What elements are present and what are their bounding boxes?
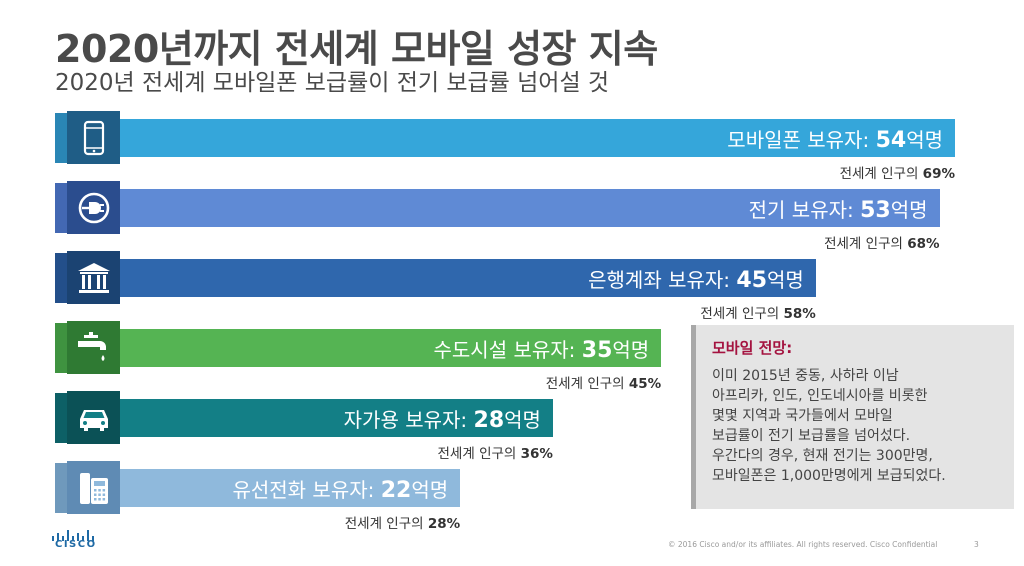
bar-unit-label: 억명 [906, 127, 943, 152]
bar-accent-band [55, 183, 67, 233]
population-share-prefix: 전세계 인구의 [824, 236, 908, 252]
population-share-value: 68% [907, 236, 940, 252]
cisco-wordmark: CISCO [55, 539, 97, 550]
page-subtitle: 2020년 전세계 모바일폰 보급률이 전기 보급률 넘어설 것 [55, 70, 610, 96]
outlook-line: 모바일폰은 1,000만명에게 보급되었다. [712, 468, 946, 484]
bar-data-label: 자가용 보유자: 28억명 [344, 404, 541, 433]
page-title: 2020년까지 전세계 모바일 성장 지속 [55, 27, 658, 71]
population-share-prefix: 전세계 인구의 [700, 306, 784, 322]
outlook-line: 우간다의 경우, 현재 전기는 300만명, [712, 448, 933, 464]
bar-value-label: 28 [473, 407, 505, 433]
population-share-label: 전세계 인구의 68% [640, 232, 940, 252]
bar-value-label: 35 [581, 337, 613, 363]
bar-accent-band [55, 113, 67, 163]
car-icon [79, 409, 108, 431]
population-share-value: 45% [628, 376, 662, 392]
outlook-box: 모바일 전망: 이미 2015년 중동, 사하라 이남 아프리카, 인도, 인도… [691, 325, 1014, 509]
outlook-line: 이미 2015년 중동, 사하라 이남 [712, 368, 899, 384]
bar-data-label: 유선전화 보유자: 22억명 [232, 474, 448, 503]
bar-mark: 자가용 보유자: 28억명 [120, 399, 553, 437]
bar-accent-band [55, 393, 67, 443]
bar-data-label: 전기 보유자: 53억명 [749, 194, 928, 223]
population-share-value: 36% [520, 446, 553, 462]
bar-accent-band [55, 323, 67, 373]
bar-category-label: 은행계좌 보유자: [588, 267, 737, 292]
bar-unit-label: 억명 [890, 197, 928, 222]
bar-mark: 수도시설 보유자: 35억명 [120, 329, 662, 367]
bar-unit-label: 억명 [504, 407, 541, 432]
category-icon-box [67, 111, 120, 164]
population-share-label: 전세계 인구의 69% [655, 162, 955, 182]
bar-unit-label: 억명 [411, 477, 449, 502]
population-share-prefix: 전세계 인구의 [839, 166, 923, 182]
outlook-title: 모바일 전망: [712, 339, 793, 357]
bar-mark: 전기 보유자: 53억명 [120, 189, 940, 227]
population-share-label: 전세계 인구의 28% [160, 512, 460, 532]
bar-value-label: 45 [736, 267, 768, 293]
bar-data-label: 은행계좌 보유자: 45억명 [588, 264, 804, 293]
bar-value-label: 22 [380, 477, 412, 503]
category-icon-box [67, 321, 120, 374]
population-share-value: 69% [922, 166, 955, 182]
population-share-value: 58% [783, 306, 816, 322]
power-plug-icon [78, 192, 109, 223]
bar-mark: 유선전화 보유자: 22억명 [120, 469, 461, 507]
population-share-value: 28% [427, 516, 461, 532]
bar-category-label: 유선전화 보유자: [232, 477, 381, 502]
bar-category-label: 수도시설 보유자: [433, 337, 582, 362]
cisco-logo-icon [52, 530, 94, 541]
outlook-line: 아프리카, 인도, 인도네시아를 비롯한 [712, 388, 928, 404]
population-share-label: 전세계 인구의 36% [253, 442, 553, 462]
bank-icon [77, 262, 110, 293]
bar-unit-label: 억명 [767, 267, 804, 292]
bar-accent-band [55, 253, 67, 303]
outlook-line: 보급률이 전기 보급률을 넘어섰다. [712, 428, 911, 444]
page-number: 3 [974, 540, 979, 549]
landline-phone-icon [79, 472, 108, 504]
category-icon-box [67, 181, 120, 234]
population-share-prefix: 전세계 인구의 [545, 376, 629, 392]
bar-mark: 은행계좌 보유자: 45억명 [120, 259, 816, 297]
bar-data-label: 수도시설 보유자: 35억명 [434, 334, 650, 363]
bar-value-label: 53 [860, 197, 891, 223]
bar-unit-label: 억명 [612, 337, 650, 362]
bar-category-label: 모바일폰 보유자: [727, 127, 876, 152]
population-share-prefix: 전세계 인구의 [437, 446, 521, 462]
bar-category-label: 자가용 보유자: [343, 407, 474, 432]
water-tap-icon [77, 331, 106, 361]
footer-copyright: © 2016 Cisco and/or its affiliates. All … [668, 540, 938, 549]
category-icon-box [67, 461, 120, 514]
bar-mark: 모바일폰 보유자: 54억명 [120, 119, 955, 157]
outlook-line: 몇몇 지역과 국가들에서 모바일 [712, 408, 893, 424]
population-share-label: 전세계 인구의 45% [361, 372, 661, 392]
mobile-phone-icon [83, 120, 104, 155]
bar-accent-band [55, 463, 67, 513]
category-icon-box [67, 391, 120, 444]
bar-category-label: 전기 보유자: [748, 197, 861, 222]
bar-value-label: 54 [875, 127, 907, 153]
category-icon-box [67, 251, 120, 304]
population-share-prefix: 전세계 인구의 [344, 516, 428, 532]
bar-data-label: 모바일폰 보유자: 54억명 [727, 124, 943, 153]
population-share-label: 전세계 인구의 58% [516, 302, 816, 322]
